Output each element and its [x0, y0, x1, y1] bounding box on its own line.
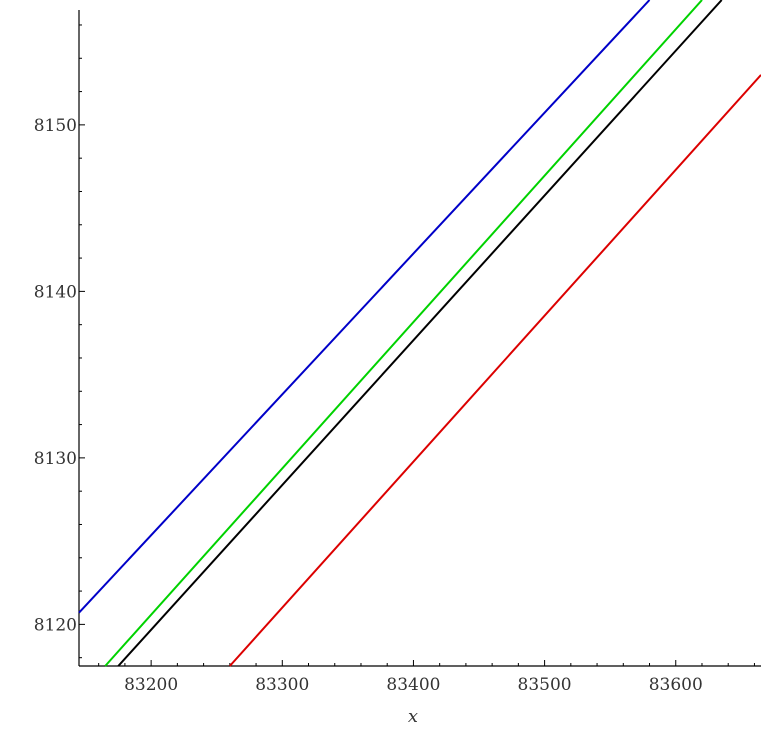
- x-tick-label: 83400: [386, 675, 440, 695]
- series-lines: [78, 0, 761, 667]
- series-line-3: [117, 0, 723, 667]
- y-tick-label: 8140: [34, 282, 77, 302]
- y-tick-label: 8120: [34, 615, 77, 635]
- x-axis-title: x: [408, 706, 418, 727]
- x-tick-label: 83500: [518, 675, 572, 695]
- x-tick-label: 83300: [255, 675, 309, 695]
- x-tick-label: 83200: [124, 675, 178, 695]
- y-tick-label: 8130: [34, 449, 77, 469]
- y-tick-label: 8150: [34, 116, 77, 136]
- x-axis-ticks: 83200 83300 83400 83500 83600: [98, 660, 755, 695]
- x-tick-label: 83600: [649, 675, 703, 695]
- series-line-4: [229, 74, 761, 667]
- series-line-2: [104, 0, 703, 667]
- series-line-1: [78, 0, 651, 614]
- y-axis-ticks: 8120 8130 8140 8150: [34, 24, 85, 659]
